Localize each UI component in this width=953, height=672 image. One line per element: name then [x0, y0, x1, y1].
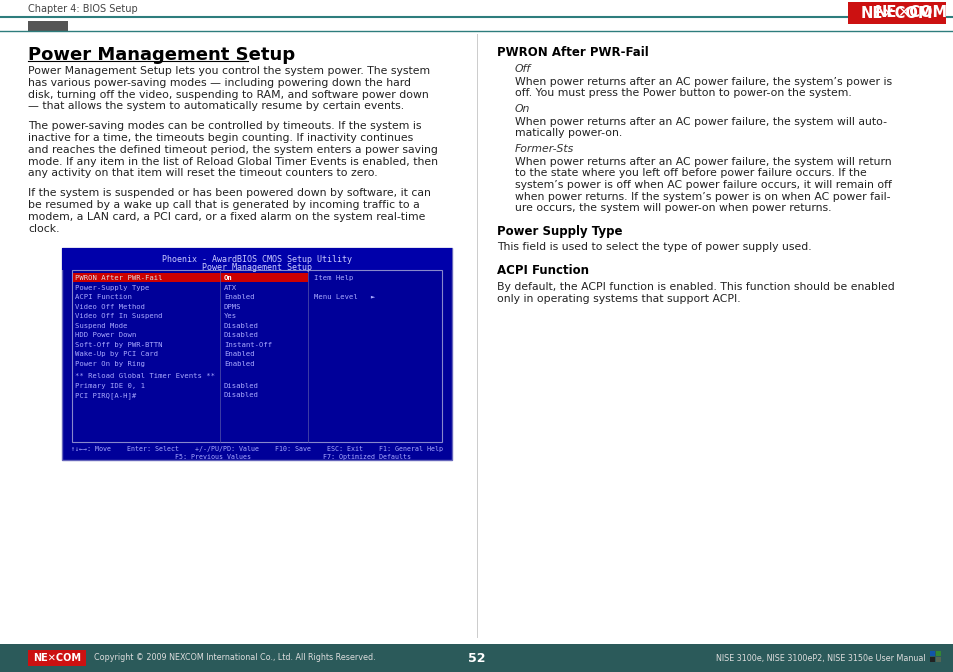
- Text: Power Management Setup: Power Management Setup: [28, 46, 294, 64]
- Text: Item Help: Item Help: [314, 276, 353, 282]
- Text: HDD Power Down: HDD Power Down: [75, 333, 136, 339]
- Text: On: On: [224, 276, 233, 282]
- Text: only in operating systems that support ACPI.: only in operating systems that support A…: [497, 294, 740, 304]
- Text: Phoenix - AwardBIOS CMOS Setup Utility: Phoenix - AwardBIOS CMOS Setup Utility: [162, 255, 352, 264]
- Text: NE✕COM: NE✕COM: [860, 5, 932, 21]
- Text: ** Reload Global Timer Events **: ** Reload Global Timer Events **: [75, 374, 214, 380]
- Text: On: On: [515, 104, 530, 114]
- Bar: [935, 657, 940, 662]
- Text: and reaches the defined timeout period, the system enters a power saving: and reaches the defined timeout period, …: [28, 144, 437, 155]
- Text: Copyright © 2009 NEXCOM International Co., Ltd. All Rights Reserved.: Copyright © 2009 NEXCOM International Co…: [94, 653, 375, 663]
- Bar: [0, 644, 953, 672]
- Text: Power On by Ring: Power On by Ring: [75, 361, 145, 367]
- Text: Power Supply Type: Power Supply Type: [497, 224, 622, 237]
- Bar: [847, 2, 945, 24]
- Text: when power returns. If the system’s power is on when AC power fail-: when power returns. If the system’s powe…: [515, 192, 889, 202]
- Text: Power Management Setup: Power Management Setup: [202, 263, 312, 272]
- Text: Instant-Off: Instant-Off: [224, 342, 272, 348]
- Text: off. You must press the Power button to power-on the system.: off. You must press the Power button to …: [515, 89, 851, 99]
- Text: Power Management Setup lets you control the system power. The system: Power Management Setup lets you control …: [28, 66, 430, 76]
- Text: mode. If any item in the list of Reload Global Timer Events is enabled, then: mode. If any item in the list of Reload …: [28, 157, 437, 167]
- Text: When power returns after an AC power failure, the system will return: When power returns after an AC power fai…: [515, 157, 891, 167]
- Text: Disabled: Disabled: [224, 383, 258, 389]
- Text: Disabled: Disabled: [224, 392, 258, 398]
- Bar: [62, 249, 452, 460]
- Text: When power returns after an AC power failure, the system’s power is: When power returns after an AC power fai…: [515, 77, 891, 87]
- Bar: [62, 249, 452, 270]
- Text: Power-Supply Type: Power-Supply Type: [75, 285, 150, 291]
- Text: The power-saving modes can be controlled by timeouts. If the system is: The power-saving modes can be controlled…: [28, 121, 421, 131]
- Text: Enabled: Enabled: [224, 361, 254, 367]
- Text: to the state where you left off before power failure occurs. If the: to the state where you left off before p…: [515, 169, 866, 179]
- Text: Off: Off: [515, 64, 531, 74]
- Text: system’s power is off when AC power failure occurs, it will remain off: system’s power is off when AC power fail…: [515, 180, 891, 190]
- Text: Yes: Yes: [224, 313, 237, 319]
- Text: has various power-saving modes — including powering down the hard: has various power-saving modes — includi…: [28, 78, 411, 88]
- Text: ↑↓←→: Move    Enter: Select    +/-/PU/PD: Value    F10: Save    ESC: Exit    F1:: ↑↓←→: Move Enter: Select +/-/PU/PD: Valu…: [71, 446, 442, 452]
- Text: Disabled: Disabled: [224, 333, 258, 339]
- Text: Soft-Off by PWR-BTTN: Soft-Off by PWR-BTTN: [75, 342, 162, 348]
- Text: By default, the ACPI function is enabled. This function should be enabled: By default, the ACPI function is enabled…: [497, 282, 894, 292]
- Text: disk, turning off the video, suspending to RAM, and software power down: disk, turning off the video, suspending …: [28, 89, 428, 99]
- Bar: [929, 657, 934, 662]
- Text: Enabled: Enabled: [224, 294, 254, 300]
- Text: Video Off In Suspend: Video Off In Suspend: [75, 313, 162, 319]
- Text: clock.: clock.: [28, 224, 59, 234]
- Text: Disabled: Disabled: [224, 323, 258, 329]
- Bar: [28, 21, 68, 31]
- Text: Wake-Up by PCI Card: Wake-Up by PCI Card: [75, 351, 158, 358]
- Text: This field is used to select the type of power supply used.: This field is used to select the type of…: [497, 243, 811, 253]
- Text: modem, a LAN card, a PCI card, or a fixed alarm on the system real-time: modem, a LAN card, a PCI card, or a fixe…: [28, 212, 425, 222]
- Text: Former-Sts: Former-Sts: [515, 144, 574, 154]
- Text: NE✕COM: NE✕COM: [33, 653, 81, 663]
- Text: DPMS: DPMS: [224, 304, 241, 310]
- Text: — that allows the system to automatically resume by certain events.: — that allows the system to automaticall…: [28, 101, 404, 112]
- Bar: [71, 270, 441, 442]
- Text: F5: Previous Values                  F7: Optimized Defaults: F5: Previous Values F7: Optimized Defaul…: [103, 454, 411, 460]
- Text: any activity on that item will reset the timeout counters to zero.: any activity on that item will reset the…: [28, 169, 377, 178]
- Text: be resumed by a wake up call that is generated by incoming traffic to a: be resumed by a wake up call that is gen…: [28, 200, 419, 210]
- Text: inactive for a time, the timeouts begin counting. If inactivity continues: inactive for a time, the timeouts begin …: [28, 133, 413, 143]
- Bar: [929, 651, 934, 656]
- Text: 52: 52: [468, 651, 485, 665]
- Text: ACPI Function: ACPI Function: [75, 294, 132, 300]
- Text: ATX: ATX: [224, 285, 237, 291]
- Text: PWRON After PWR-Fail: PWRON After PWR-Fail: [497, 46, 648, 59]
- Text: ✕COM: ✕COM: [896, 5, 946, 20]
- Text: Video Off Method: Video Off Method: [75, 304, 145, 310]
- Text: Suspend Mode: Suspend Mode: [75, 323, 128, 329]
- Text: NE: NE: [874, 5, 896, 20]
- Text: matically power-on.: matically power-on.: [515, 128, 621, 138]
- Text: Enabled: Enabled: [224, 351, 254, 358]
- Text: When power returns after an AC power failure, the system will auto-: When power returns after an AC power fai…: [515, 117, 886, 127]
- Text: NISE 3100e, NISE 3100eP2, NISE 3150e User Manual: NISE 3100e, NISE 3100eP2, NISE 3150e Use…: [716, 653, 925, 663]
- Text: If the system is suspended or has been powered down by software, it can: If the system is suspended or has been p…: [28, 188, 431, 198]
- Bar: [935, 651, 940, 656]
- Text: PCI PIRQ[A-H]#: PCI PIRQ[A-H]#: [75, 392, 136, 399]
- Text: Menu Level   ►: Menu Level ►: [314, 294, 375, 300]
- Text: ACPI Function: ACPI Function: [497, 264, 588, 277]
- Text: ure occurs, the system will power-on when power returns.: ure occurs, the system will power-on whe…: [515, 203, 831, 213]
- Text: Chapter 4: BIOS Setup: Chapter 4: BIOS Setup: [28, 4, 137, 14]
- Bar: [28, 650, 86, 666]
- Text: Primary IDE 0, 1: Primary IDE 0, 1: [75, 383, 145, 389]
- Bar: [73, 274, 308, 282]
- Text: PWRON After PWR-Fail: PWRON After PWR-Fail: [75, 276, 162, 282]
